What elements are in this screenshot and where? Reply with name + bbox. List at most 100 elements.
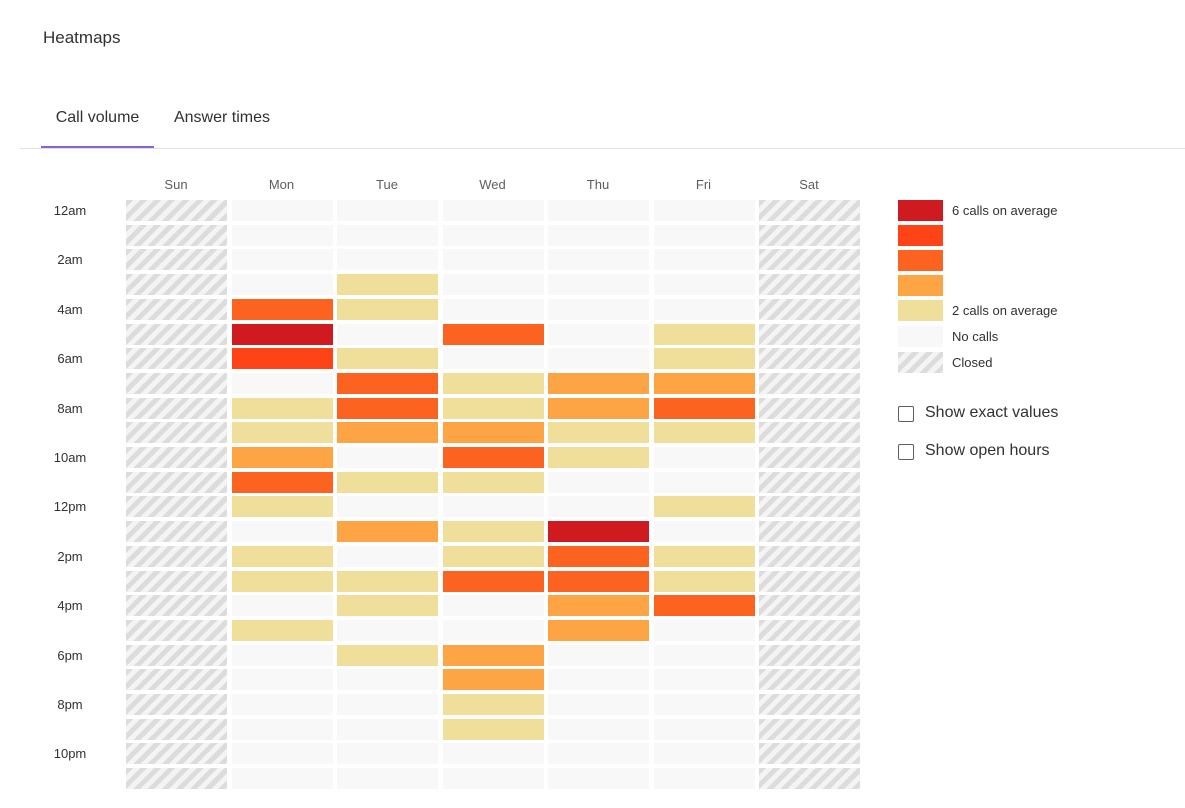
heatmap-cell	[126, 620, 227, 641]
heatmap-cell	[126, 496, 227, 517]
heatmap-cell	[759, 348, 860, 369]
show-exact-values-checkbox[interactable]	[898, 406, 914, 422]
heatmap-cell	[232, 225, 333, 246]
heatmap-cell	[337, 200, 438, 221]
heatmap-cell	[337, 447, 438, 468]
heatmap-cell	[443, 249, 544, 270]
heatmap-cell	[232, 422, 333, 443]
heatmap-cell	[337, 274, 438, 295]
heatmap-cell	[759, 694, 860, 715]
heatmap-cell	[126, 447, 227, 468]
heatmap-cell	[126, 200, 227, 221]
heatmap-cell	[232, 743, 333, 764]
heatmap-cell	[443, 645, 544, 666]
heatmap-cell	[443, 299, 544, 320]
heatmap-cell	[126, 645, 227, 666]
heatmap-cell	[654, 669, 755, 690]
day-label: Wed	[479, 177, 506, 192]
heatmap-cell	[337, 645, 438, 666]
heatmap-cell	[126, 521, 227, 542]
heatmap-cell	[232, 447, 333, 468]
heatmap-cell	[654, 200, 755, 221]
show-exact-values-label[interactable]: Show exact values	[925, 404, 1059, 421]
heatmap-cell	[759, 620, 860, 641]
heatmap-cell	[126, 225, 227, 246]
tab-answer-times[interactable]: Answer times	[173, 109, 271, 126]
heatmap-cell	[548, 373, 649, 394]
legend-swatch	[898, 275, 943, 296]
heatmap-cell	[759, 274, 860, 295]
heatmap-cell	[654, 521, 755, 542]
heatmap-cell	[232, 521, 333, 542]
legend-item-closed: Closed	[898, 352, 1158, 373]
heatmap-cell	[126, 546, 227, 567]
heatmap-cell	[443, 694, 544, 715]
heatmap-cell	[443, 225, 544, 246]
heatmap-cell	[759, 645, 860, 666]
legend-item-level6: 6 calls on average	[898, 200, 1158, 221]
heatmap-cell	[126, 249, 227, 270]
heatmap-cell	[759, 200, 860, 221]
heatmap-cell	[337, 373, 438, 394]
legend-label: No calls	[952, 329, 999, 344]
heatmap-cell	[443, 274, 544, 295]
heatmap-cell	[548, 274, 649, 295]
heatmap-cell	[548, 521, 649, 542]
heatmap-cell	[654, 743, 755, 764]
show-open-hours-checkbox[interactable]	[898, 444, 914, 460]
hour-label: 8pm	[57, 697, 83, 712]
heatmap-cell	[232, 669, 333, 690]
legend-item-level2: 2 calls on average	[898, 300, 1158, 321]
heatmap-cell	[654, 274, 755, 295]
heatmap-cell	[337, 324, 438, 345]
legend-item-level3	[898, 275, 1158, 296]
heatmap-cell	[337, 595, 438, 616]
day-label: Mon	[268, 177, 295, 192]
heatmap-cell	[654, 719, 755, 740]
heatmap-cell	[126, 472, 227, 493]
legend-label: 2 calls on average	[952, 303, 1058, 318]
heatmap-cell	[126, 299, 227, 320]
hour-label: 12pm	[53, 499, 87, 514]
legend-item-level5	[898, 225, 1158, 246]
legend-item-level4	[898, 250, 1158, 271]
heatmap-cell	[654, 496, 755, 517]
hour-label: 4pm	[57, 598, 83, 613]
heatmap-cell	[232, 373, 333, 394]
legend-swatch	[898, 225, 943, 246]
tab-call-volume[interactable]: Call volume	[41, 96, 154, 148]
heatmap-cell	[232, 274, 333, 295]
heatmap-cell	[443, 620, 544, 641]
hour-label: 6am	[57, 351, 83, 366]
heatmap-cell	[443, 595, 544, 616]
heatmap-cell	[232, 571, 333, 592]
heatmap-cell	[548, 398, 649, 419]
show-open-hours-label[interactable]: Show open hours	[925, 442, 1050, 459]
heatmap-cell	[126, 274, 227, 295]
heatmap-cell	[443, 719, 544, 740]
heatmap-cell	[126, 694, 227, 715]
heatmap-cell	[443, 472, 544, 493]
heatmap-cell	[443, 348, 544, 369]
heatmap-cell	[548, 447, 649, 468]
heatmap-cell	[232, 496, 333, 517]
heatmap-cell	[654, 620, 755, 641]
heatmap-cell	[548, 324, 649, 345]
heatmap-cell	[443, 768, 544, 789]
heatmap-cell	[759, 249, 860, 270]
heatmap-cell	[654, 299, 755, 320]
heatmap-cell	[759, 595, 860, 616]
day-label: Sun	[164, 177, 188, 192]
day-label: Fri	[695, 177, 712, 192]
heatmap-cell	[337, 768, 438, 789]
heatmap-cell	[759, 768, 860, 789]
legend-swatch	[898, 326, 943, 347]
heatmap-cell	[232, 768, 333, 789]
heatmap-cell	[126, 743, 227, 764]
heatmap-cell	[443, 669, 544, 690]
heatmap-cell	[654, 447, 755, 468]
heatmap-cell	[548, 669, 649, 690]
legend-label: Closed	[952, 355, 993, 370]
heatmap-cell	[759, 546, 860, 567]
day-label: Sat	[799, 177, 819, 192]
